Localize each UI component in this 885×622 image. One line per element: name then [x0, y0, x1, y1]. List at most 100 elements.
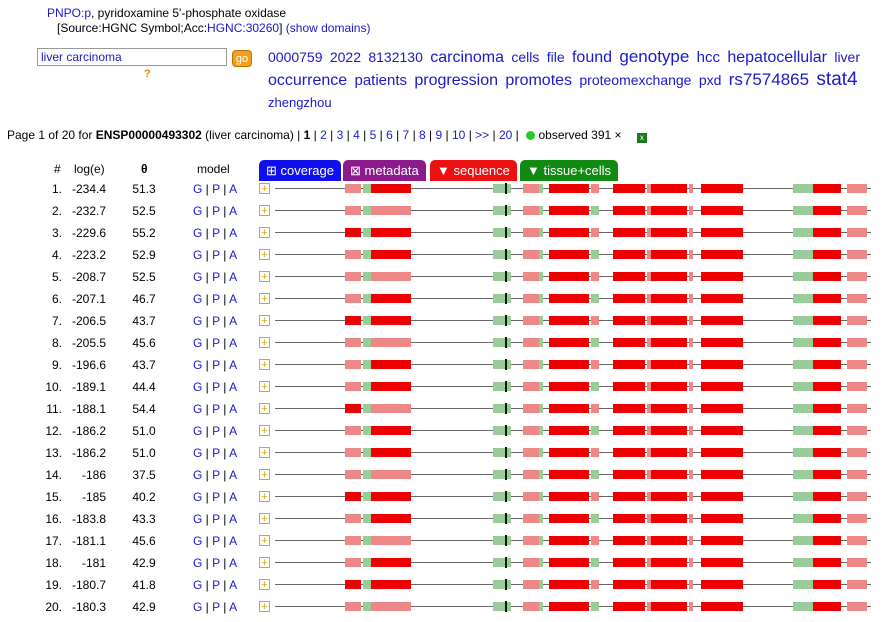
expand-plus-icon[interactable]: +	[259, 491, 270, 503]
keyword-link[interactable]: rs7574865	[728, 70, 810, 89]
gene-link[interactable]: PNPO:p	[47, 6, 92, 20]
model-a-link[interactable]: A	[229, 402, 238, 416]
model-p-link[interactable]: P	[212, 226, 220, 240]
tab-coverage[interactable]: ⊞ coverage	[259, 160, 341, 181]
model-a-link[interactable]: A	[229, 226, 238, 240]
coverage-track[interactable]	[275, 422, 871, 440]
model-a-link[interactable]: A	[229, 600, 238, 614]
model-g-link[interactable]: G	[193, 226, 203, 240]
model-g-link[interactable]: G	[193, 512, 203, 526]
model-p-link[interactable]: P	[212, 578, 220, 592]
coverage-track[interactable]	[275, 378, 871, 396]
coverage-track[interactable]	[275, 268, 871, 286]
keyword-link[interactable]: file	[546, 49, 565, 65]
model-g-link[interactable]: G	[193, 446, 203, 460]
model-p-link[interactable]: P	[212, 314, 220, 328]
model-g-link[interactable]: G	[193, 468, 203, 482]
page-link[interactable]: 4	[353, 128, 360, 142]
page-link[interactable]: 20	[498, 128, 513, 142]
expand-plus-icon[interactable]: +	[259, 447, 270, 459]
page-link[interactable]: >>	[475, 128, 490, 142]
keyword-link[interactable]: patients	[354, 72, 408, 89]
model-g-link[interactable]: G	[193, 556, 203, 570]
model-p-link[interactable]: P	[212, 204, 220, 218]
coverage-track[interactable]	[275, 554, 871, 572]
keyword-link[interactable]: cells	[511, 49, 540, 65]
model-p-link[interactable]: P	[212, 600, 220, 614]
model-g-link[interactable]: G	[193, 600, 203, 614]
show-domains-link[interactable]: (show domains)	[285, 21, 371, 35]
model-a-link[interactable]: A	[229, 424, 238, 438]
coverage-track[interactable]	[275, 532, 871, 550]
coverage-track[interactable]	[275, 510, 871, 528]
expand-plus-icon[interactable]: +	[259, 403, 270, 415]
go-button[interactable]: go	[232, 50, 252, 67]
model-a-link[interactable]: A	[229, 248, 238, 262]
model-p-link[interactable]: P	[212, 380, 220, 394]
page-link[interactable]: 9	[435, 128, 443, 142]
expand-plus-icon[interactable]: +	[259, 183, 270, 195]
expand-plus-icon[interactable]: +	[259, 271, 270, 283]
model-a-link[interactable]: A	[229, 292, 238, 306]
model-g-link[interactable]: G	[193, 204, 203, 218]
model-p-link[interactable]: P	[212, 424, 220, 438]
model-p-link[interactable]: P	[212, 402, 220, 416]
model-g-link[interactable]: G	[193, 424, 203, 438]
model-p-link[interactable]: P	[212, 556, 220, 570]
coverage-track[interactable]	[275, 202, 871, 220]
page-link[interactable]: 5	[369, 128, 377, 142]
coverage-track[interactable]	[275, 444, 871, 462]
model-a-link[interactable]: A	[229, 512, 238, 526]
model-g-link[interactable]: G	[193, 358, 203, 372]
expand-plus-icon[interactable]: +	[259, 337, 270, 349]
search-input[interactable]: liver carcinoma	[37, 48, 227, 66]
model-a-link[interactable]: A	[229, 490, 238, 504]
model-a-link[interactable]: A	[229, 446, 238, 460]
page-link[interactable]: 3	[336, 128, 344, 142]
coverage-track[interactable]	[275, 356, 871, 374]
model-g-link[interactable]: G	[193, 270, 203, 284]
coverage-track[interactable]	[275, 224, 871, 242]
page-link[interactable]: 10	[452, 128, 466, 142]
keyword-link[interactable]: hepatocellular	[727, 49, 827, 66]
keyword-link[interactable]: hcc	[696, 49, 721, 66]
coverage-track[interactable]	[275, 246, 871, 264]
keyword-link[interactable]: occurrence	[268, 72, 348, 89]
keyword-link[interactable]: pxd	[698, 72, 722, 88]
model-p-link[interactable]: P	[212, 446, 220, 460]
keyword-link[interactable]: 8132130	[368, 49, 423, 65]
keyword-link[interactable]: progression	[414, 72, 498, 89]
keyword-link[interactable]: proteomexchange	[579, 72, 692, 88]
expand-plus-icon[interactable]: +	[259, 315, 270, 327]
tab-metadata[interactable]: ⊠ metadata	[343, 160, 426, 181]
model-g-link[interactable]: G	[193, 248, 203, 262]
coverage-track[interactable]	[275, 466, 871, 484]
model-p-link[interactable]: P	[212, 468, 220, 482]
keyword-link[interactable]: 0000759	[268, 49, 323, 65]
hgnc-link[interactable]: HGNC:30260	[207, 21, 280, 35]
model-a-link[interactable]: A	[229, 380, 238, 394]
model-p-link[interactable]: P	[212, 270, 220, 284]
keyword-link[interactable]: promotes	[505, 72, 573, 89]
page-link[interactable]: 6	[386, 128, 393, 142]
model-g-link[interactable]: G	[193, 292, 203, 306]
model-a-link[interactable]: A	[229, 578, 238, 592]
model-p-link[interactable]: P	[212, 292, 220, 306]
tab-tissue-cells[interactable]: ▼ tissue+cells	[520, 160, 619, 181]
keyword-link[interactable]: stat4	[816, 69, 858, 90]
keyword-link[interactable]: liver	[834, 49, 860, 65]
expand-plus-icon[interactable]: +	[259, 249, 270, 261]
model-g-link[interactable]: G	[193, 578, 203, 592]
tab-sequence[interactable]: ▼ sequence	[430, 160, 517, 181]
model-a-link[interactable]: A	[229, 204, 238, 218]
coverage-track[interactable]	[275, 180, 871, 198]
model-g-link[interactable]: G	[193, 534, 203, 548]
model-g-link[interactable]: G	[193, 336, 203, 350]
coverage-track[interactable]	[275, 400, 871, 418]
expand-plus-icon[interactable]: +	[259, 535, 270, 547]
model-p-link[interactable]: P	[212, 248, 220, 262]
model-g-link[interactable]: G	[193, 490, 203, 504]
coverage-track[interactable]	[275, 598, 871, 616]
model-p-link[interactable]: P	[212, 336, 220, 350]
expand-plus-icon[interactable]: +	[259, 513, 270, 525]
